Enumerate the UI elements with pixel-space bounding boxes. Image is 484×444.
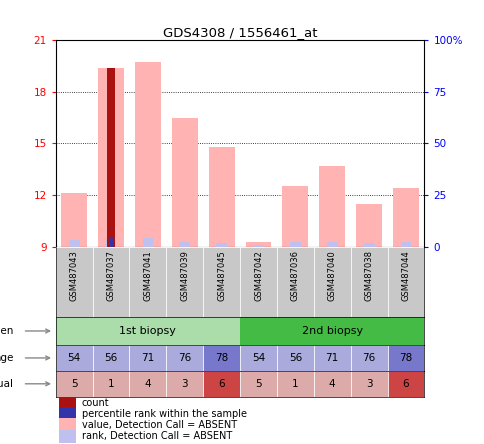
Text: 1: 1: [291, 379, 298, 389]
Text: individual: individual: [0, 379, 14, 389]
Text: age: age: [0, 353, 14, 363]
Bar: [318, 166, 345, 247]
Bar: [326, 242, 337, 247]
Text: GSM487039: GSM487039: [180, 250, 189, 301]
Bar: [216, 243, 227, 247]
Bar: [56, 247, 92, 317]
Bar: [60, 430, 76, 443]
Bar: [92, 247, 129, 317]
Text: 71: 71: [325, 353, 338, 363]
Text: GSM487043: GSM487043: [70, 250, 78, 301]
Text: 78: 78: [214, 353, 228, 363]
Bar: [282, 186, 308, 247]
Bar: [60, 418, 76, 431]
Bar: [400, 242, 410, 247]
Bar: [350, 371, 387, 397]
Bar: [276, 371, 313, 397]
Bar: [129, 345, 166, 371]
Bar: [166, 371, 203, 397]
Bar: [203, 247, 240, 317]
Bar: [240, 317, 424, 345]
Bar: [61, 193, 87, 247]
Bar: [240, 247, 276, 317]
Bar: [276, 247, 313, 317]
Text: 76: 76: [362, 353, 375, 363]
Bar: [56, 317, 240, 345]
Text: 54: 54: [251, 353, 265, 363]
Bar: [392, 188, 418, 247]
Bar: [208, 147, 234, 247]
Text: 54: 54: [67, 353, 81, 363]
Bar: [350, 345, 387, 371]
Bar: [56, 371, 92, 397]
Bar: [387, 345, 424, 371]
Text: value, Detection Call = ABSENT: value, Detection Call = ABSENT: [81, 420, 236, 429]
Bar: [179, 242, 190, 247]
Bar: [129, 371, 166, 397]
Text: 56: 56: [104, 353, 118, 363]
Text: GSM487037: GSM487037: [106, 250, 115, 301]
Text: GSM487041: GSM487041: [143, 250, 152, 301]
Bar: [203, 345, 240, 371]
Text: 78: 78: [398, 353, 412, 363]
Bar: [240, 345, 276, 371]
Text: count: count: [81, 398, 109, 408]
Bar: [313, 345, 350, 371]
Bar: [276, 345, 313, 371]
Bar: [363, 243, 374, 247]
Text: 6: 6: [402, 379, 408, 389]
Text: 1st biopsy: 1st biopsy: [119, 326, 176, 336]
Bar: [135, 62, 161, 247]
Text: 4: 4: [144, 379, 151, 389]
Bar: [56, 345, 92, 371]
Text: rank, Detection Call = ABSENT: rank, Detection Call = ABSENT: [81, 431, 231, 441]
Text: 3: 3: [181, 379, 188, 389]
Bar: [92, 371, 129, 397]
Bar: [108, 238, 113, 247]
Text: GSM487045: GSM487045: [217, 250, 226, 301]
Text: 4: 4: [328, 379, 335, 389]
Bar: [313, 247, 350, 317]
Bar: [387, 247, 424, 317]
Bar: [98, 67, 124, 247]
Text: 6: 6: [218, 379, 225, 389]
Bar: [69, 240, 79, 247]
Bar: [60, 397, 76, 409]
Text: 1: 1: [107, 379, 114, 389]
Bar: [92, 345, 129, 371]
Title: GDS4308 / 1556461_at: GDS4308 / 1556461_at: [163, 26, 317, 39]
Text: 5: 5: [71, 379, 77, 389]
Text: 71: 71: [141, 353, 154, 363]
Bar: [350, 247, 387, 317]
Bar: [203, 371, 240, 397]
Text: specimen: specimen: [0, 326, 14, 336]
Bar: [107, 67, 114, 247]
Bar: [289, 242, 300, 247]
Bar: [142, 238, 153, 247]
Bar: [129, 247, 166, 317]
Text: GSM487042: GSM487042: [254, 250, 262, 301]
Bar: [240, 371, 276, 397]
Bar: [355, 204, 381, 247]
Bar: [60, 408, 76, 420]
Text: GSM487044: GSM487044: [401, 250, 409, 301]
Bar: [166, 247, 203, 317]
Text: GSM487036: GSM487036: [290, 250, 299, 301]
Text: 56: 56: [288, 353, 302, 363]
Bar: [106, 239, 116, 247]
Bar: [171, 118, 197, 247]
Text: 76: 76: [178, 353, 191, 363]
Bar: [166, 345, 203, 371]
Text: 3: 3: [365, 379, 372, 389]
Text: percentile rank within the sample: percentile rank within the sample: [81, 409, 246, 419]
Text: GSM487038: GSM487038: [364, 250, 373, 301]
Bar: [387, 371, 424, 397]
Text: 2nd biopsy: 2nd biopsy: [301, 326, 362, 336]
Bar: [253, 245, 263, 247]
Text: 5: 5: [255, 379, 261, 389]
Bar: [313, 371, 350, 397]
Bar: [245, 242, 271, 247]
Text: GSM487040: GSM487040: [327, 250, 336, 301]
